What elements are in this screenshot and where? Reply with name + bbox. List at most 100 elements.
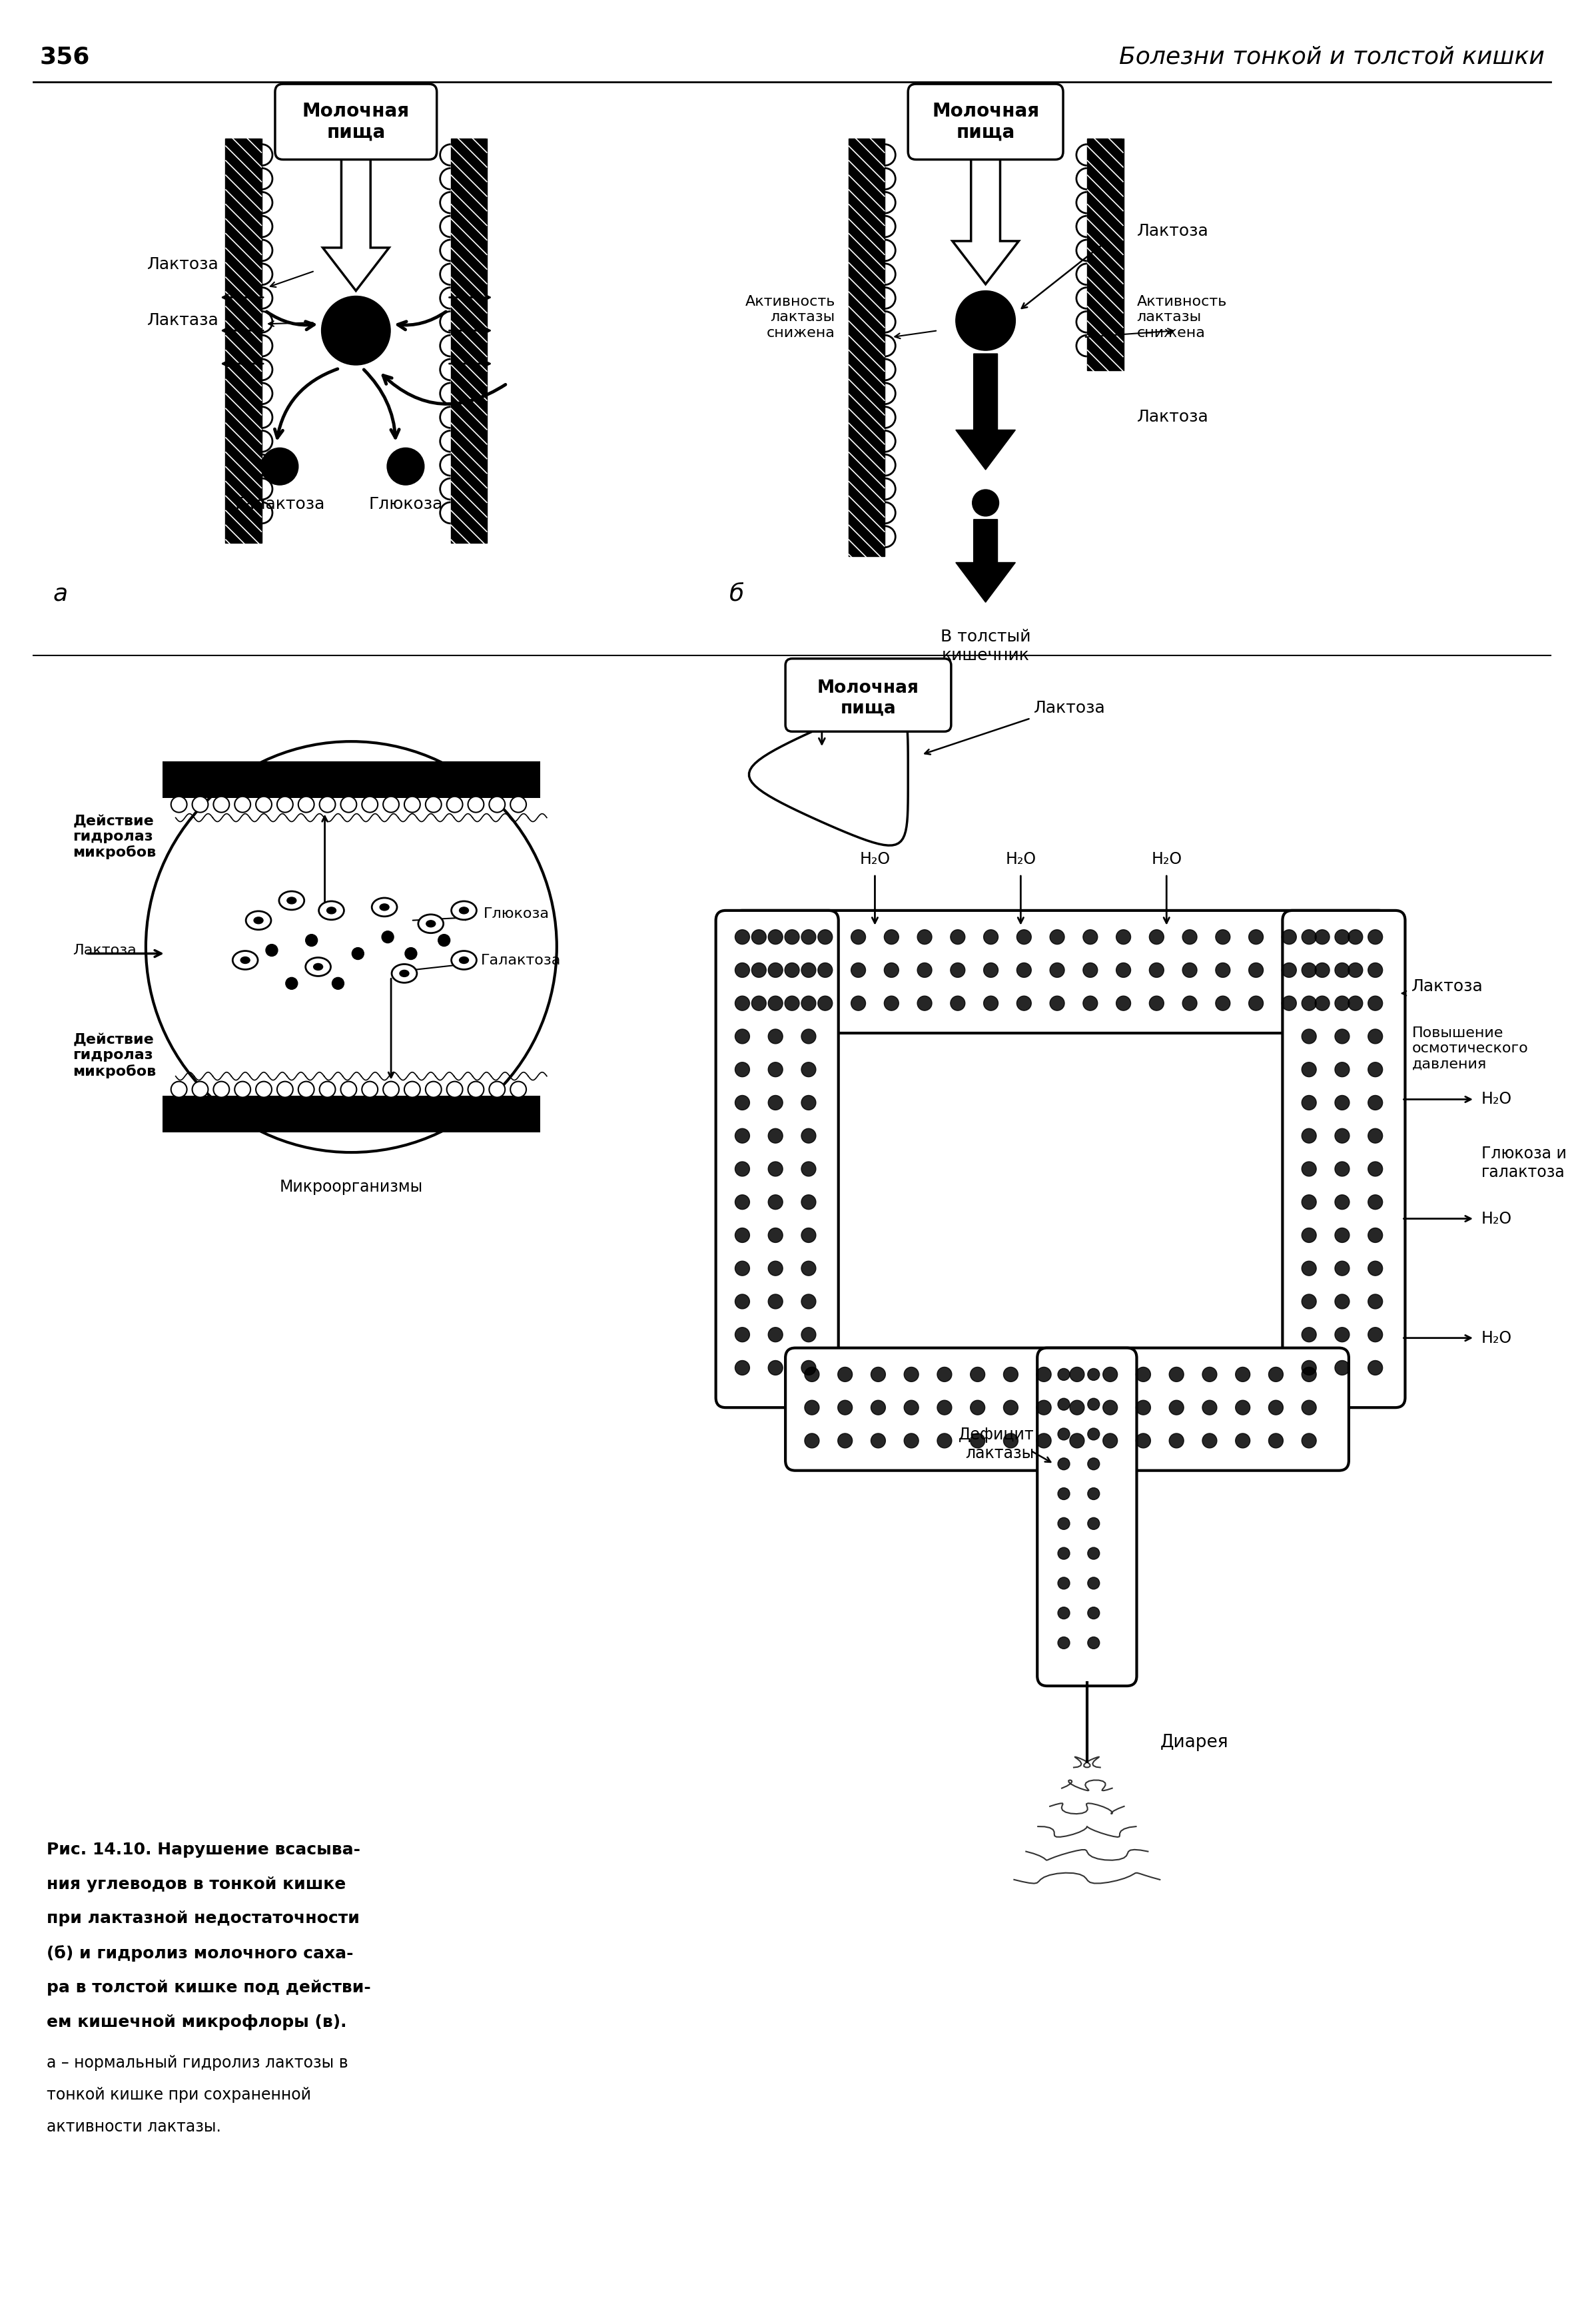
Ellipse shape bbox=[279, 890, 304, 909]
Text: Действие
гидролаз
микробов: Действие гидролаз микробов bbox=[73, 813, 157, 860]
Text: а – нормальный гидролиз лактозы в: а – нормальный гидролиз лактозы в bbox=[46, 2054, 348, 2071]
Circle shape bbox=[1017, 930, 1031, 944]
Circle shape bbox=[1281, 962, 1296, 978]
Circle shape bbox=[802, 1162, 816, 1176]
Circle shape bbox=[802, 1294, 816, 1308]
Ellipse shape bbox=[241, 957, 250, 964]
Circle shape bbox=[1102, 1367, 1117, 1383]
Circle shape bbox=[802, 1095, 816, 1111]
Ellipse shape bbox=[418, 913, 444, 932]
Text: при лактазной недостаточности: при лактазной недостаточности bbox=[46, 1910, 360, 1927]
Circle shape bbox=[1202, 1434, 1217, 1448]
Circle shape bbox=[884, 997, 898, 1011]
Circle shape bbox=[1369, 1195, 1383, 1208]
Circle shape bbox=[352, 948, 364, 960]
Text: 356: 356 bbox=[40, 46, 90, 67]
Circle shape bbox=[489, 1081, 505, 1097]
Circle shape bbox=[851, 997, 865, 1011]
Text: Повышение
осмотического
давления: Повышение осмотического давления bbox=[1411, 1027, 1529, 1071]
Circle shape bbox=[735, 930, 749, 944]
Circle shape bbox=[752, 997, 767, 1011]
Circle shape bbox=[1117, 962, 1131, 978]
Ellipse shape bbox=[399, 969, 409, 976]
Polygon shape bbox=[955, 521, 1015, 602]
Circle shape bbox=[802, 1360, 816, 1376]
Circle shape bbox=[817, 962, 833, 978]
FancyBboxPatch shape bbox=[1038, 1348, 1137, 1685]
Text: H₂O: H₂O bbox=[1152, 851, 1182, 867]
Circle shape bbox=[735, 1195, 749, 1208]
Circle shape bbox=[752, 962, 767, 978]
Circle shape bbox=[984, 930, 998, 944]
Circle shape bbox=[1182, 997, 1198, 1011]
Circle shape bbox=[735, 1162, 749, 1176]
Ellipse shape bbox=[306, 957, 331, 976]
Circle shape bbox=[298, 1081, 314, 1097]
Circle shape bbox=[1136, 1401, 1150, 1415]
Ellipse shape bbox=[318, 902, 344, 920]
Circle shape bbox=[1117, 997, 1131, 1011]
Circle shape bbox=[1088, 1457, 1099, 1469]
Circle shape bbox=[1215, 930, 1231, 944]
Ellipse shape bbox=[246, 911, 271, 930]
Circle shape bbox=[802, 962, 816, 978]
Circle shape bbox=[1088, 1429, 1099, 1441]
Circle shape bbox=[735, 1262, 749, 1276]
Circle shape bbox=[817, 997, 833, 1011]
Circle shape bbox=[306, 934, 317, 946]
Circle shape bbox=[406, 948, 417, 960]
Circle shape bbox=[1182, 962, 1198, 978]
Circle shape bbox=[802, 1030, 816, 1043]
Circle shape bbox=[386, 449, 425, 486]
Circle shape bbox=[277, 797, 293, 813]
Circle shape bbox=[1348, 962, 1362, 978]
Circle shape bbox=[320, 1081, 336, 1097]
Text: ем кишечной микрофлоры (в).: ем кишечной микрофлоры (в). bbox=[46, 2015, 347, 2029]
Circle shape bbox=[1302, 1434, 1316, 1448]
Circle shape bbox=[1335, 1262, 1350, 1276]
Circle shape bbox=[257, 797, 272, 813]
Circle shape bbox=[1083, 997, 1098, 1011]
Circle shape bbox=[1036, 1401, 1052, 1415]
Circle shape bbox=[1302, 962, 1316, 978]
Ellipse shape bbox=[314, 964, 323, 969]
Ellipse shape bbox=[459, 906, 469, 913]
Circle shape bbox=[1335, 1227, 1350, 1243]
Text: Болезни тонкой и толстой кишки: Болезни тонкой и толстой кишки bbox=[1118, 46, 1544, 67]
Circle shape bbox=[768, 1360, 782, 1376]
Ellipse shape bbox=[287, 897, 296, 904]
FancyBboxPatch shape bbox=[1283, 911, 1405, 1408]
Circle shape bbox=[1302, 1327, 1316, 1341]
Circle shape bbox=[1088, 1399, 1099, 1411]
Text: Действие
гидролаз
микробов: Действие гидролаз микробов bbox=[73, 1034, 157, 1078]
Text: H₂O: H₂O bbox=[1481, 1211, 1513, 1227]
Circle shape bbox=[871, 1434, 885, 1448]
Circle shape bbox=[1335, 1030, 1350, 1043]
Circle shape bbox=[510, 1081, 526, 1097]
Ellipse shape bbox=[451, 951, 477, 969]
Circle shape bbox=[1136, 1434, 1150, 1448]
Circle shape bbox=[1248, 997, 1264, 1011]
Ellipse shape bbox=[459, 957, 469, 964]
Circle shape bbox=[838, 1367, 852, 1383]
Circle shape bbox=[257, 1081, 272, 1097]
Circle shape bbox=[917, 930, 931, 944]
Circle shape bbox=[802, 930, 816, 944]
Circle shape bbox=[768, 1262, 782, 1276]
Circle shape bbox=[1058, 1487, 1069, 1499]
Circle shape bbox=[1050, 962, 1064, 978]
Circle shape bbox=[938, 1434, 952, 1448]
Circle shape bbox=[447, 797, 463, 813]
Circle shape bbox=[802, 1327, 816, 1341]
Circle shape bbox=[1169, 1367, 1183, 1383]
Circle shape bbox=[1058, 1457, 1069, 1469]
Text: Глюкоза: Глюкоза bbox=[483, 906, 550, 920]
Circle shape bbox=[1248, 930, 1264, 944]
Text: ния углеводов в тонкой кишке: ния углеводов в тонкой кишке bbox=[46, 1875, 345, 1892]
Circle shape bbox=[1302, 1030, 1316, 1043]
FancyBboxPatch shape bbox=[276, 84, 437, 160]
Circle shape bbox=[1369, 1030, 1383, 1043]
Circle shape bbox=[1335, 962, 1350, 978]
Circle shape bbox=[1236, 1367, 1250, 1383]
Circle shape bbox=[802, 1062, 816, 1076]
